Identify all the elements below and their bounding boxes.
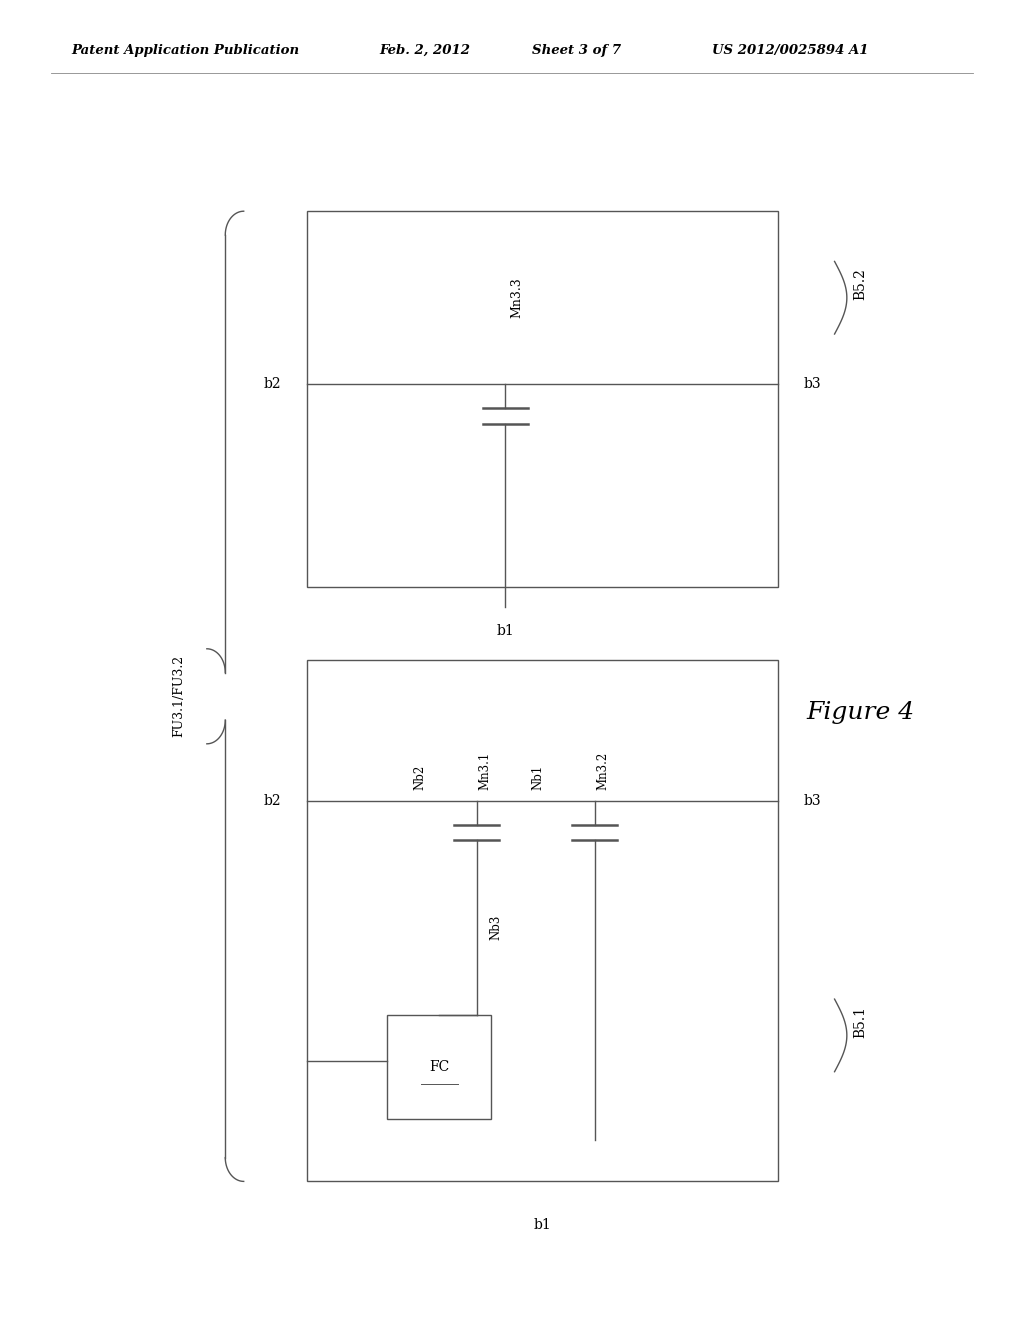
Text: US 2012/0025894 A1: US 2012/0025894 A1	[712, 44, 868, 57]
Text: Mn3.2: Mn3.2	[596, 752, 609, 791]
Bar	[387, 1015, 490, 1119]
Bar	[307, 211, 778, 587]
Text: Figure 4: Figure 4	[806, 701, 914, 725]
Text: b2: b2	[264, 793, 282, 808]
Text: Nb1: Nb1	[531, 766, 545, 791]
Text: Sheet 3 of 7: Sheet 3 of 7	[532, 44, 622, 57]
Text: Mn3.1: Mn3.1	[478, 752, 492, 791]
Text: Nb3: Nb3	[489, 915, 502, 940]
Text: b3: b3	[804, 793, 821, 808]
Text: b3: b3	[804, 378, 821, 391]
Text: B5.2: B5.2	[853, 268, 867, 301]
Text: Mn3.3: Mn3.3	[511, 277, 524, 318]
Text: FC: FC	[429, 1060, 450, 1073]
Text: B5.1: B5.1	[853, 1006, 867, 1039]
Text: b1: b1	[497, 624, 514, 639]
Text: Nb2: Nb2	[414, 766, 427, 791]
Text: Patent Application Publication: Patent Application Publication	[72, 44, 300, 57]
Text: b1: b1	[534, 1218, 552, 1233]
Bar	[307, 660, 778, 1181]
Text: FU3.1/FU3.2: FU3.1/FU3.2	[173, 655, 185, 738]
Text: b2: b2	[264, 378, 282, 391]
Text: Feb. 2, 2012: Feb. 2, 2012	[379, 44, 470, 57]
